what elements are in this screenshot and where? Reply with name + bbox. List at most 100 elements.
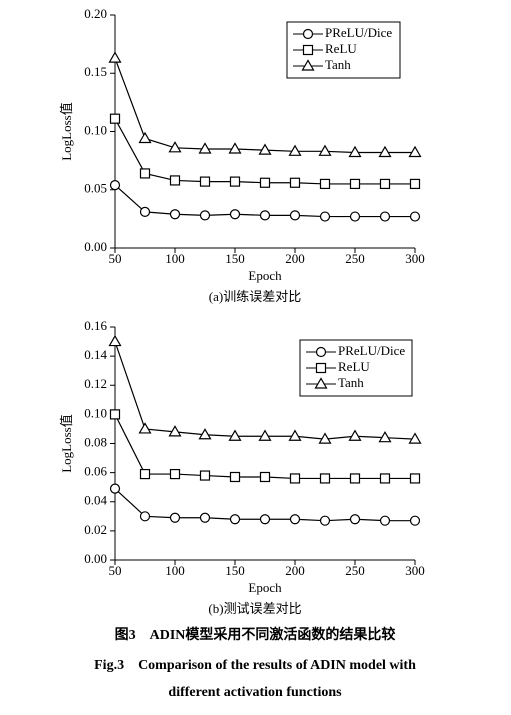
- x-tick-label: 100: [165, 563, 185, 578]
- y-tick-label: 0.02: [84, 522, 107, 537]
- data-point: [319, 473, 331, 484]
- data-point: [199, 470, 211, 481]
- data-point: [229, 176, 241, 187]
- legend-label: PReLU/Dice: [325, 25, 392, 40]
- data-point: [109, 179, 121, 191]
- x-tick-label: 200: [285, 251, 305, 266]
- data-point: [169, 209, 181, 220]
- x-axis-label: Epoch: [248, 268, 282, 283]
- data-point: [288, 144, 302, 156]
- y-tick-label: 0.10: [84, 122, 107, 137]
- data-point: [288, 429, 302, 441]
- data-point: [409, 473, 421, 484]
- data-point: [168, 425, 182, 437]
- data-point: [408, 145, 422, 158]
- data-point: [108, 51, 122, 63]
- data-point: [378, 430, 392, 443]
- data-point: [259, 210, 271, 221]
- data-point: [109, 113, 121, 124]
- data-point: [169, 512, 181, 523]
- y-tick-label: 0.15: [84, 64, 107, 79]
- data-point: [139, 168, 151, 179]
- y-axis-label: LogLoss值: [59, 102, 74, 161]
- data-point: [138, 131, 152, 144]
- y-tick-label: 0.04: [84, 493, 107, 508]
- data-point: [318, 432, 332, 444]
- x-tick-label: 300: [405, 563, 425, 578]
- data-point: [109, 409, 121, 420]
- y-tick-label: 0.20: [84, 6, 107, 21]
- legend-marker: [315, 362, 327, 374]
- data-point: [229, 209, 241, 220]
- y-tick-label: 0.00: [84, 239, 107, 254]
- data-point: [319, 515, 331, 526]
- x-tick-label: 100: [165, 251, 185, 266]
- data-point: [228, 142, 242, 154]
- data-point: [139, 468, 151, 480]
- figure-caption-cn: 图3 ADIN模型采用不同激活函数的结果比较: [115, 626, 396, 643]
- legend-marker: [302, 28, 314, 40]
- data-point: [409, 211, 421, 222]
- figure-caption-en: different activation functions: [168, 685, 342, 700]
- x-tick-label: 250: [345, 251, 365, 266]
- y-tick-label: 0.05: [84, 181, 107, 196]
- legend-label: ReLU: [325, 41, 357, 56]
- y-tick-label: 0.16: [84, 318, 107, 333]
- data-point: [139, 511, 151, 522]
- data-point: [199, 512, 211, 523]
- figure-caption-en: Fig.3 Comparison of the results of ADIN …: [94, 658, 416, 673]
- data-point: [259, 177, 271, 188]
- x-tick-label: 50: [109, 251, 122, 266]
- data-point: [378, 145, 392, 158]
- data-point: [258, 143, 272, 155]
- data-point: [108, 334, 122, 347]
- data-point: [169, 468, 181, 480]
- data-point: [229, 514, 241, 525]
- legend-label: Tanh: [338, 375, 364, 390]
- data-point: [348, 145, 362, 158]
- legend-label: PReLU/Dice: [338, 343, 405, 358]
- data-point: [379, 473, 391, 484]
- legend-marker: [301, 59, 315, 71]
- data-point: [259, 471, 271, 483]
- data-point: [259, 514, 271, 525]
- chart-caption: (b)测试误差对比: [208, 601, 301, 616]
- data-point: [258, 429, 272, 441]
- y-tick-label: 0.08: [84, 434, 107, 449]
- data-point: [348, 429, 362, 441]
- data-point: [169, 175, 181, 186]
- y-tick-label: 0.00: [84, 551, 107, 566]
- legend-marker: [302, 44, 314, 56]
- data-point: [139, 206, 151, 217]
- data-point: [198, 428, 212, 440]
- series-line: [114, 414, 415, 480]
- data-point: [199, 176, 211, 187]
- x-tick-label: 200: [285, 563, 305, 578]
- x-tick-label: 250: [345, 563, 365, 578]
- legend-marker: [315, 346, 327, 358]
- data-point: [199, 210, 211, 221]
- data-point: [228, 429, 242, 441]
- data-point: [379, 211, 391, 222]
- data-point: [109, 483, 121, 494]
- y-axis-label: LogLoss值: [59, 414, 74, 473]
- y-tick-label: 0.10: [84, 405, 107, 420]
- data-point: [289, 210, 301, 221]
- chart-caption: (a)训练误差对比: [209, 289, 301, 304]
- y-tick-label: 0.06: [84, 464, 107, 479]
- legend-marker: [314, 377, 328, 389]
- data-point: [349, 178, 361, 190]
- data-point: [318, 144, 332, 156]
- x-axis-label: Epoch: [248, 580, 282, 595]
- data-point: [349, 211, 361, 222]
- x-tick-label: 150: [225, 251, 245, 266]
- data-point: [289, 514, 301, 525]
- data-point: [319, 211, 331, 222]
- data-point: [379, 178, 391, 190]
- data-point: [379, 515, 391, 526]
- legend-label: Tanh: [325, 57, 351, 72]
- data-point: [319, 178, 331, 190]
- data-point: [409, 515, 421, 526]
